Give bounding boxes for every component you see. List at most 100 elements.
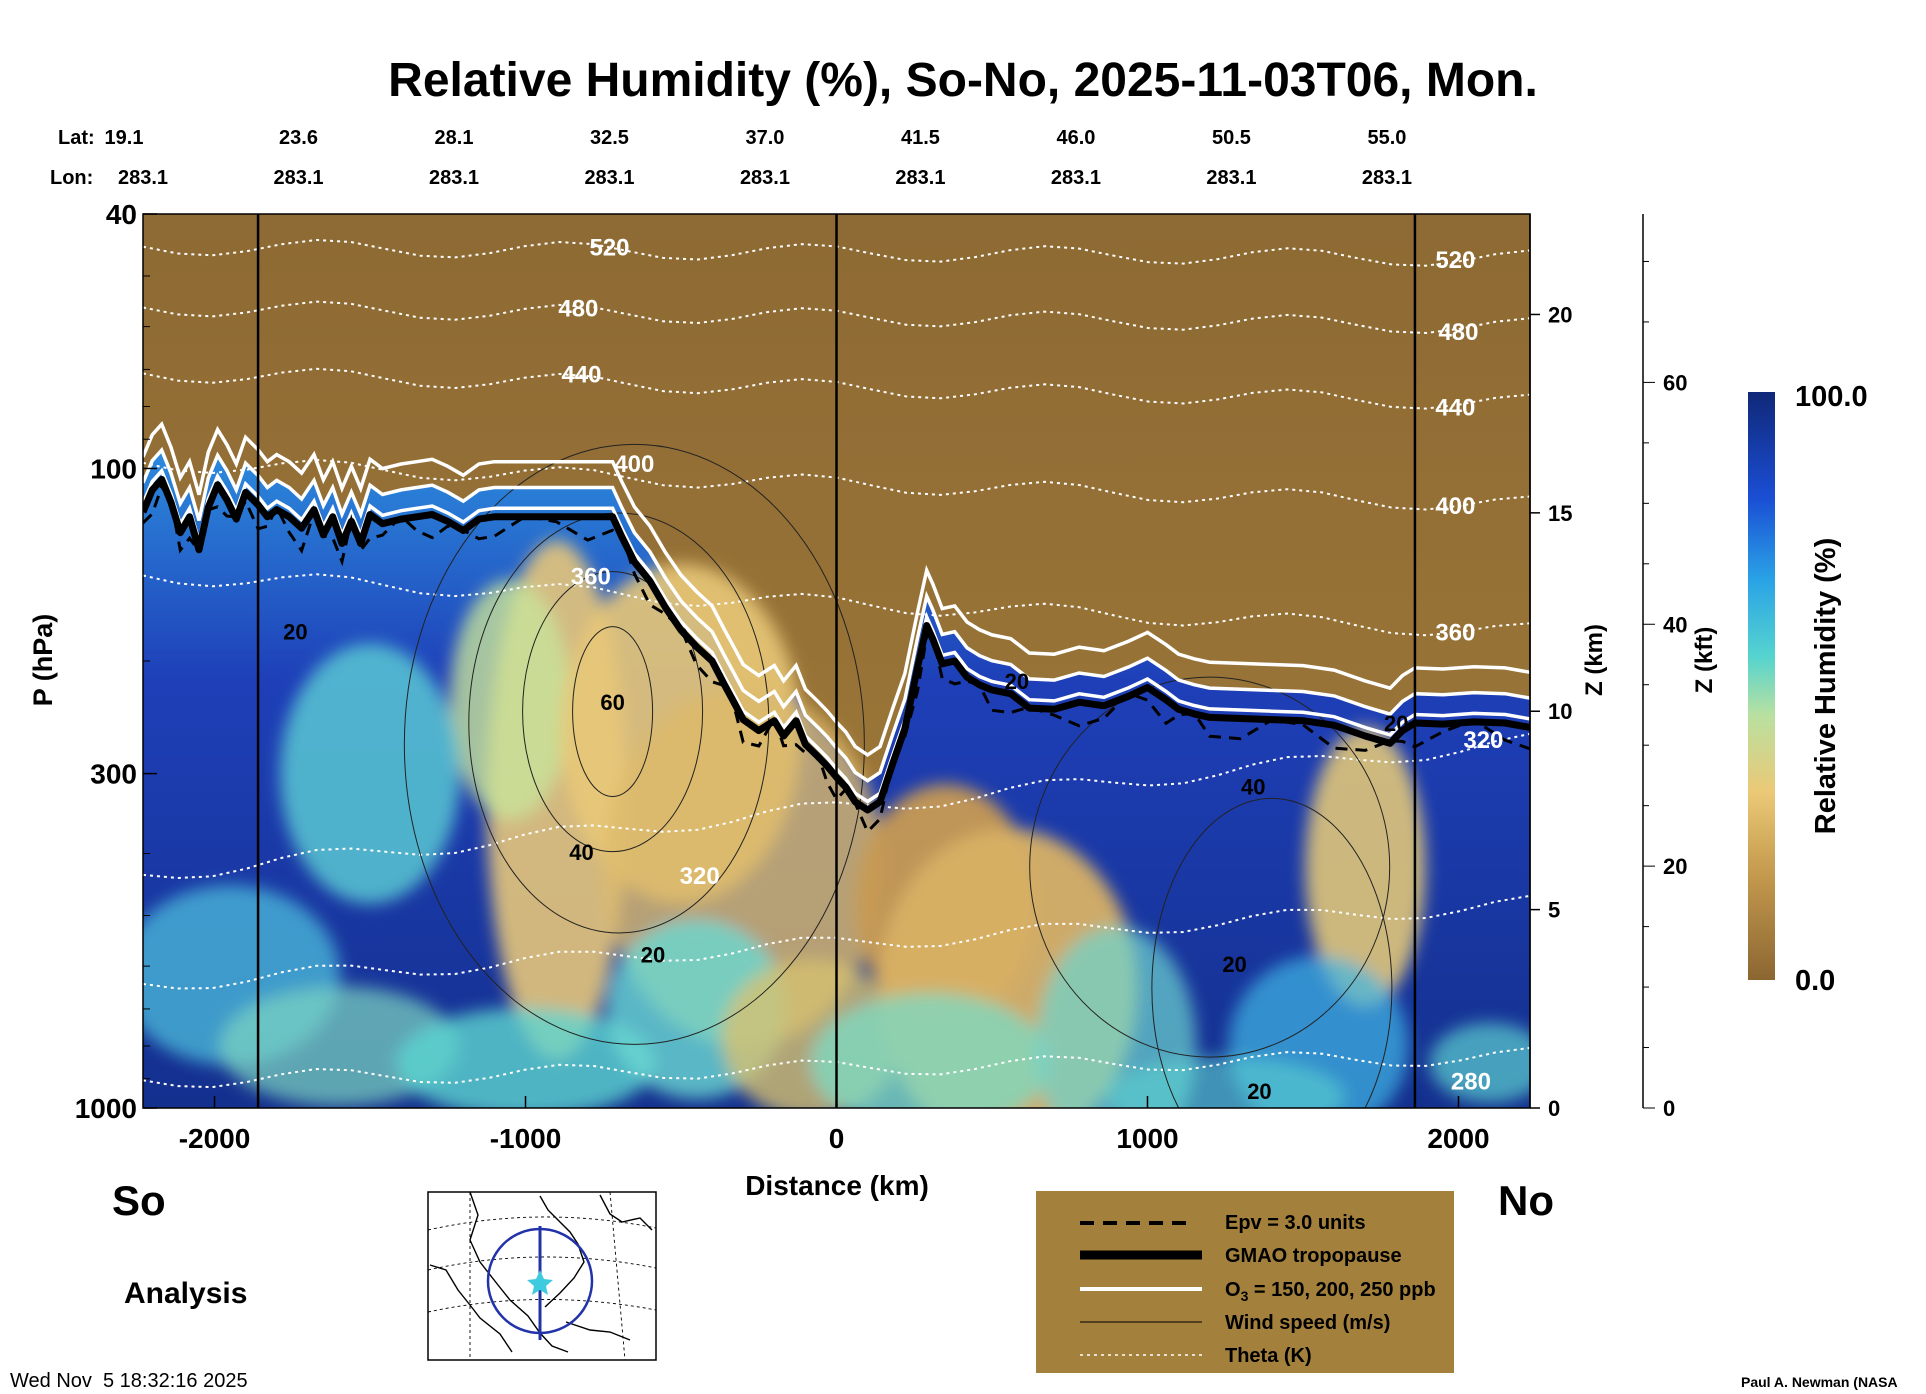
lon-value: 283.1 [118, 167, 168, 189]
plot-area: 520480440400360320520480440400360320280 … [143, 214, 1530, 1108]
theta-labels: 520 480 440 400 360 320 520 480 440 400 360 320 280 [558, 235, 1503, 1096]
lat-value: 37.0 [746, 127, 785, 149]
lat-value: 19.1 [105, 127, 144, 149]
colorbar: 100.0 0.0 Relative Humidity (%) [1748, 381, 1868, 997]
so-label: So [112, 1177, 166, 1224]
z-kft-axis: 0 20 40 60 [1642, 214, 1687, 1121]
credit-text: Paul A. Newman (NASA [1741, 1374, 1898, 1390]
ozone-contours [143, 421, 1530, 804]
z-km-axis: 0 5 10 15 20 [1529, 214, 1572, 1121]
wind-label: 20 [1247, 1079, 1271, 1104]
wind-speed-contours [403, 443, 1393, 1108]
z-kft-tick-label: 60 [1663, 370, 1687, 395]
z-km-tick-label: 5 [1548, 898, 1560, 923]
timestamp: Wed Nov 5 18:32:16 2025 [10, 1370, 248, 1392]
y-tick-label: 40 [106, 199, 137, 230]
humidity-blob [1228, 956, 1409, 1108]
wind-label: 20 [283, 620, 307, 645]
x-axis: -2000 -1000 0 1000 2000 [179, 1096, 1490, 1154]
lat-value: 32.5 [590, 127, 629, 149]
lon-value: 283.1 [740, 167, 790, 189]
wind-contour [403, 443, 865, 1045]
theta-label: 520 [589, 235, 629, 262]
humidity-blob [280, 643, 461, 904]
theta-label: 480 [1438, 319, 1478, 346]
theta-label: 320 [680, 863, 720, 890]
analysis-label: Analysis [124, 1277, 247, 1310]
lon-value: 283.1 [273, 167, 323, 189]
z-km-tick-label: 20 [1548, 302, 1572, 327]
z-km-axis-title: Z (km) [1581, 624, 1608, 696]
wind-contour [1029, 676, 1391, 1058]
section-divider-lines [256, 214, 1417, 1108]
legend: Epv = 3.0 units GMAO tropopause O3 = 150… [1036, 1191, 1454, 1373]
lat-value: 41.5 [901, 127, 940, 149]
colorbar-max-label: 100.0 [1795, 381, 1868, 413]
humidity-blob [1429, 1022, 1530, 1103]
legend-epv-label: Epv = 3.0 units [1225, 1212, 1366, 1234]
humidity-blob [395, 1007, 656, 1108]
chart-title: Relative Humidity (%), So-No, 2025-11-03… [388, 54, 1538, 107]
z-km-tick-label: 15 [1548, 501, 1572, 526]
y-axis-title: P (hPa) [28, 614, 58, 707]
theta-label: 520 [1435, 247, 1475, 274]
lon-value: 283.1 [584, 167, 634, 189]
legend-wind-label: Wind speed (m/s) [1225, 1312, 1390, 1334]
humidity-blob [218, 986, 459, 1107]
z-kft-tick-label: 40 [1663, 612, 1687, 637]
y-tick-label: 100 [90, 453, 137, 484]
colorbar-title: Relative Humidity (%) [1810, 538, 1842, 835]
wind-label: 20 [1005, 669, 1029, 694]
lat-value: 50.5 [1212, 127, 1251, 149]
y-axis: 40 100 300 1000 [75, 199, 157, 1124]
lon-value: 283.1 [1362, 167, 1412, 189]
humidity-blob [1036, 926, 1197, 1108]
wind-contour [1151, 797, 1393, 1108]
humidity-blob [1305, 727, 1426, 1008]
x-tick-label: -2000 [179, 1123, 251, 1154]
z-kft-tick-label: 20 [1663, 854, 1687, 879]
theta-label: 440 [1435, 395, 1475, 422]
humidity-features [143, 540, 1530, 1108]
x-tick-label: 2000 [1427, 1123, 1489, 1154]
lat-value: 28.1 [435, 127, 474, 149]
theta-label: 280 [1451, 1068, 1491, 1095]
theta-label: 320 [1463, 727, 1503, 754]
z-kft-tick-label: 0 [1663, 1096, 1675, 1121]
wind-label: 20 [1384, 711, 1408, 736]
wind-contour [572, 626, 654, 798]
lon-value: 283.1 [1051, 167, 1101, 189]
lon-value: 283.1 [429, 167, 479, 189]
position-labels: 19.1 283.1 23.6 283.1 28.1 283.1 32.5 283.1 37.0… [105, 127, 1412, 189]
humidity-blob [809, 992, 1050, 1108]
wind-label: 40 [569, 840, 593, 865]
x-axis-title: Distance (km) [745, 1170, 929, 1201]
lat-value: 55.0 [1367, 127, 1406, 149]
ozone-contour [143, 467, 1530, 804]
z-kft-axis-title: Z (kft) [1691, 627, 1718, 694]
lon-value: 283.1 [1206, 167, 1256, 189]
lat-value: 23.6 [279, 127, 318, 149]
lon-row-label: Lon: [50, 167, 93, 189]
z-km-tick-label: 0 [1548, 1096, 1560, 1121]
wind-label: 60 [600, 690, 624, 715]
wind-labels: 20 60 40 20 20 40 20 20 20 [283, 620, 1408, 1104]
legend-ozone-label: O3 = 150, 200, 250 ppb [1225, 1279, 1436, 1304]
theta-label: 400 [614, 451, 654, 478]
lon-value: 283.1 [895, 167, 945, 189]
y-tick-label: 1000 [75, 1093, 137, 1124]
lat-value: 46.0 [1056, 127, 1095, 149]
colorbar-gradient [1748, 392, 1775, 980]
no-label: No [1498, 1177, 1554, 1224]
humidity-blob [449, 579, 570, 820]
theta-label: 440 [561, 361, 601, 388]
ozone-contour [143, 421, 1530, 758]
wind-label: 20 [1222, 952, 1246, 977]
wind-label: 20 [641, 942, 665, 967]
x-tick-label: 0 [829, 1123, 845, 1154]
theta-label: 360 [1435, 620, 1475, 647]
theta-label: 360 [571, 563, 611, 590]
tropopause-line [143, 475, 1530, 814]
ozone-contour [143, 446, 1530, 783]
wind-label: 40 [1241, 774, 1265, 799]
